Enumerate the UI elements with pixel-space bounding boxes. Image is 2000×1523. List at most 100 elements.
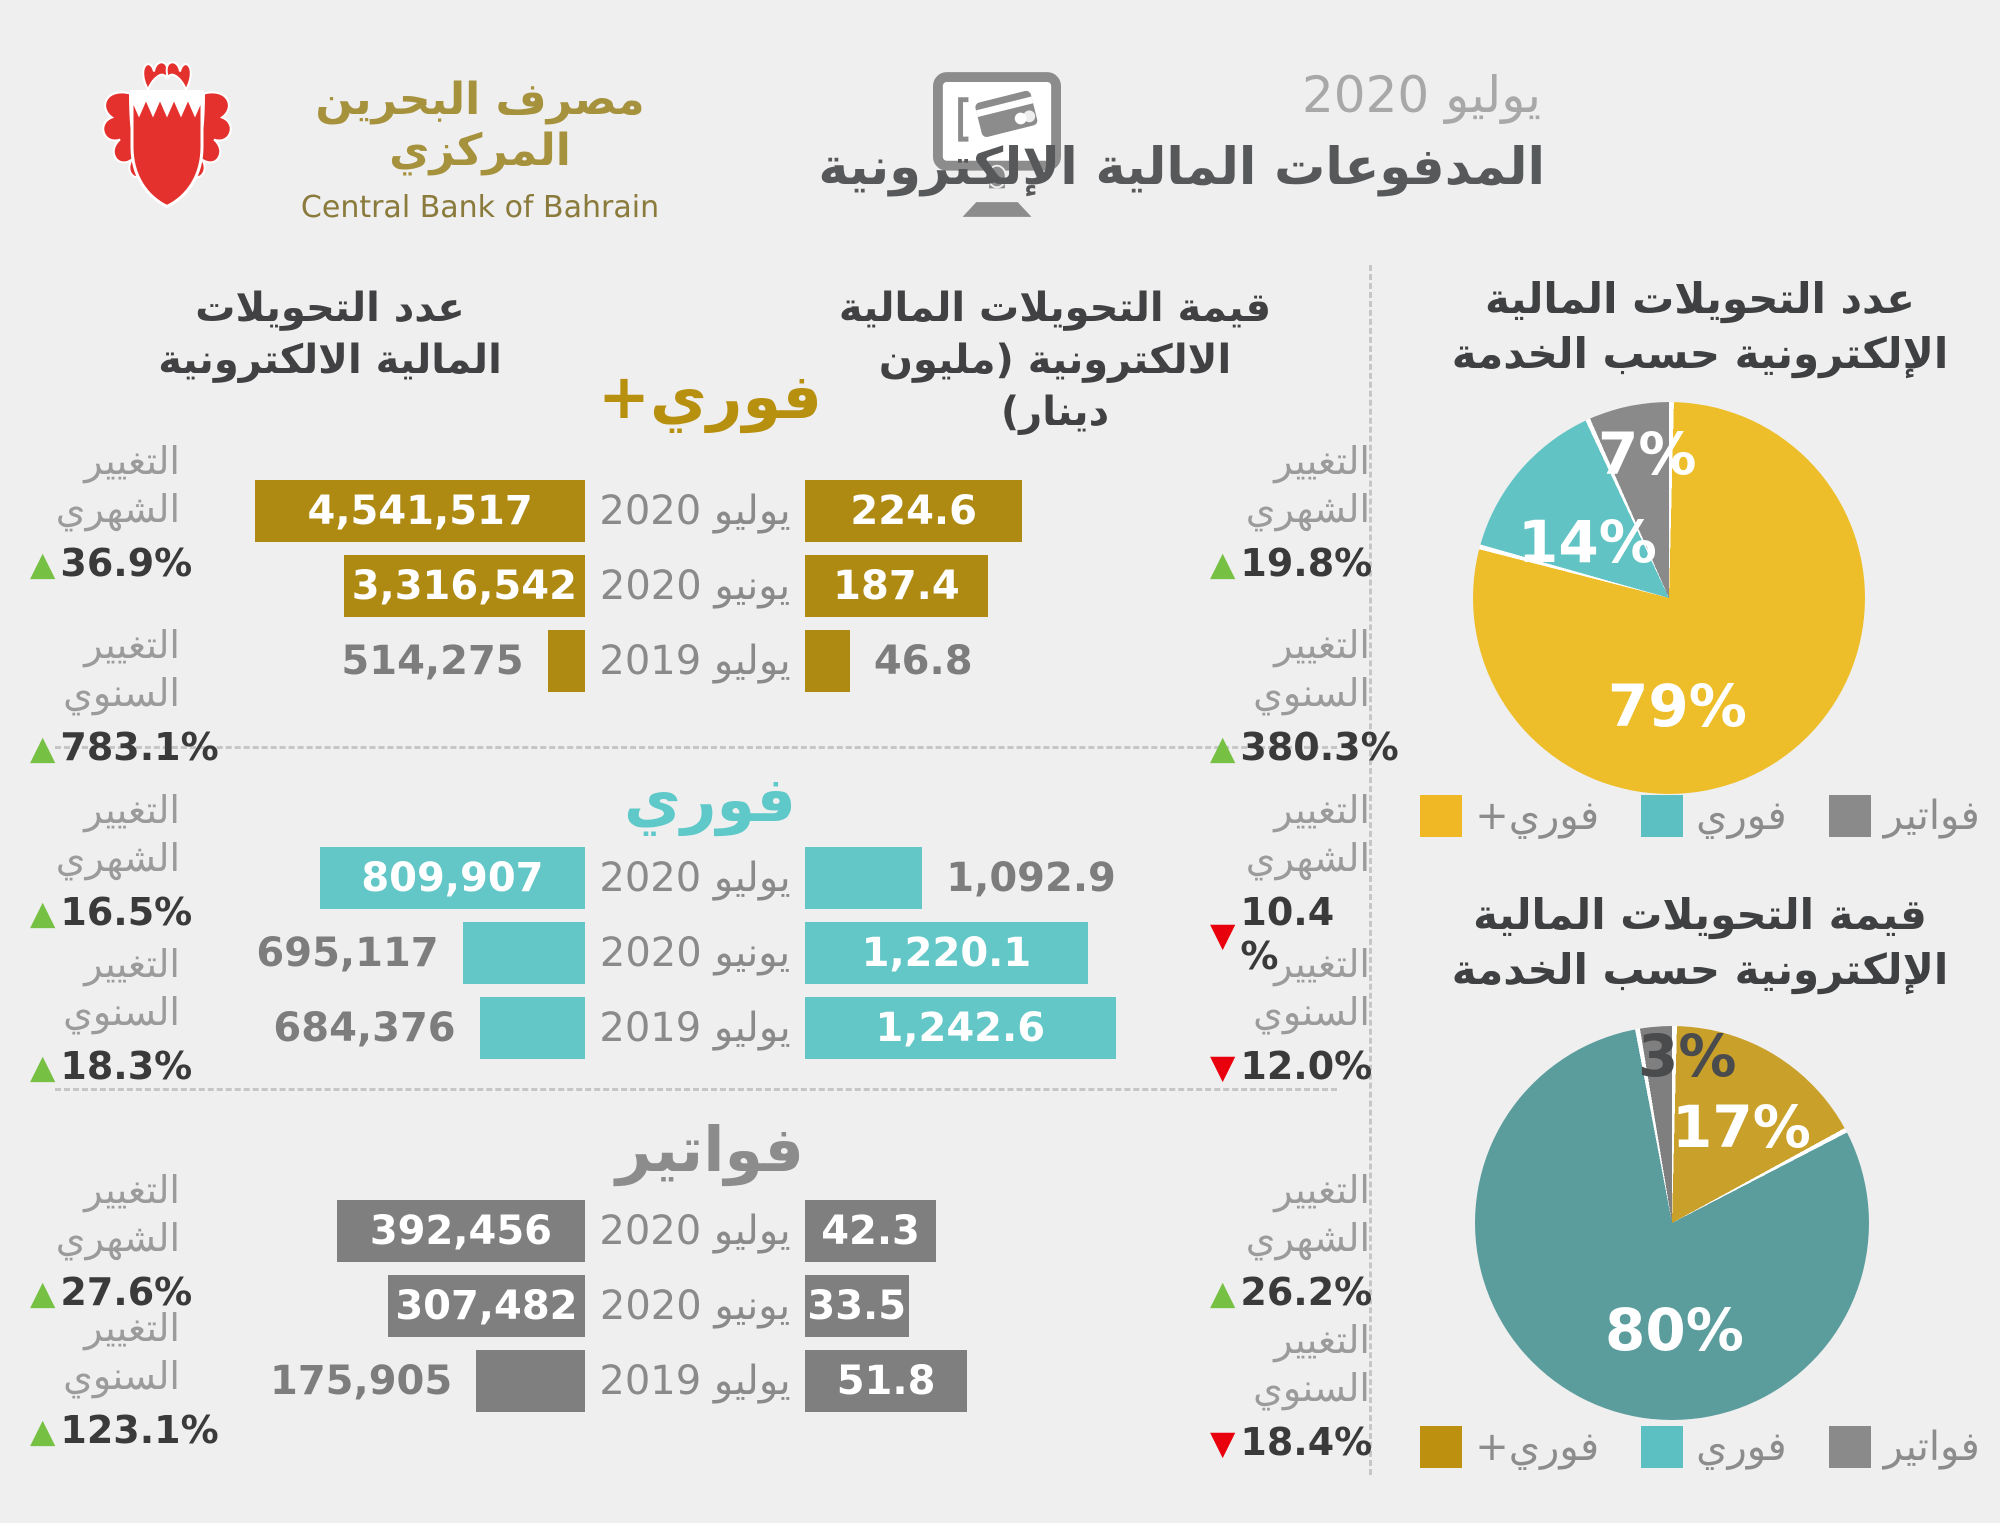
legend-item: فوري+ <box>1420 1424 1599 1470</box>
change-percent: 380.3% <box>1240 725 1399 769</box>
value-bars: 1,092.9 1,092.9 1,220.1 1,220.1 1,242.6 … <box>805 847 1150 1072</box>
legend-label: فوري+ <box>1475 1424 1600 1470</box>
count-changes: التغيير الشهري ▲ 36.9% التغيير السنوي ▲ 78… <box>30 350 219 769</box>
legend-label: فواتير <box>1883 1424 1980 1470</box>
trend-arrow-icon: ▼ <box>1210 1422 1236 1462</box>
trend-arrow-icon: ▲ <box>30 1410 56 1450</box>
trend-arrow-icon: ▲ <box>30 543 56 583</box>
monthly-change: التغيير الشهري ▲ 27.6% <box>30 1167 192 1314</box>
bar-value-label: 1,242.6 <box>875 1005 1046 1051</box>
legend-label: فواتير <box>1883 793 1980 839</box>
month-labels: يوليو 2020 يونيو 2020 يوليو 2019 <box>595 1200 795 1425</box>
legend-swatch <box>1420 1426 1463 1468</box>
change-percent: 16.5% <box>60 890 193 934</box>
trend-arrow-icon: ▲ <box>30 1046 56 1086</box>
change-percent: 36.9% <box>60 541 193 585</box>
change-label: التغيير الشهري <box>55 439 180 531</box>
pie-slice-label: 79% <box>1608 672 1747 740</box>
legend-label: فوري <box>1696 1424 1787 1470</box>
pie-chart-value <box>1475 1026 1869 1420</box>
legend-swatch <box>1828 795 1871 837</box>
count-bars: 392,456 392,456 307,482 307,482 175,905 … <box>245 1200 585 1425</box>
month-label: يوليو 2019 <box>599 638 791 684</box>
section-fawateer: فواتير التغيير الشهري ▲ 27.6% التغيير الس… <box>30 1105 1372 1515</box>
pie-chart-count <box>1473 402 1865 794</box>
value-changes: التغيير الشهري ▲ 26.2% التغيير السنوي ▼ 18… <box>1210 1105 1373 1515</box>
bar-row: 684,376 684,376 <box>245 997 585 1059</box>
bar: 1,092.9 <box>805 847 923 909</box>
pie-value-title: قيمة التحويلات المالية الإلكترونية حسب ا… <box>1451 890 1949 994</box>
count-changes: التغيير الشهري ▲ 27.6% التغيير السنوي ▲ 12… <box>30 1105 219 1515</box>
change-percent: 12.0% <box>1240 1044 1373 1088</box>
monthly-change: التغيير الشهري ▲ 36.9% <box>30 438 192 585</box>
bar: 175,905 <box>476 1350 585 1412</box>
bar-row: 1,220.1 1,220.1 <box>805 922 1150 984</box>
change-percent: 18.4% <box>1240 1420 1373 1464</box>
bar-row: 307,482 307,482 <box>245 1275 585 1337</box>
month-label: يوليو 2020 <box>599 855 791 901</box>
bar-row: 175,905 175,905 <box>245 1350 585 1412</box>
computer-payment-icon <box>933 72 1061 217</box>
legend-swatch <box>1828 1426 1871 1468</box>
section-title: فوري+ <box>598 360 822 433</box>
pie-slice-label: 7% <box>1598 420 1697 488</box>
bar-value-label: 514,275 <box>341 638 524 684</box>
bar-value-label: 187.4 <box>833 563 960 609</box>
pie-slice-label: 3% <box>1638 1022 1737 1090</box>
bar: 684,376 <box>479 997 585 1059</box>
change-percent: 123.1% <box>60 1408 219 1452</box>
month-label: يوليو 2019 <box>599 1358 791 1404</box>
trend-arrow-icon: ▲ <box>30 1272 56 1312</box>
bar-value-label: 684,376 <box>273 1005 456 1051</box>
bar-row: 809,907 809,907 <box>245 847 585 909</box>
bar: 809,907 <box>319 847 585 909</box>
change-percent: 18.3% <box>60 1044 193 1088</box>
legend-item: فوري <box>1641 793 1787 839</box>
bar: 42.3 <box>805 1200 937 1262</box>
monthly-change: التغيير الشهري ▼ 10.4 % <box>1210 787 1370 978</box>
bar: 695,117 <box>462 922 585 984</box>
bar: 1,220.1 <box>805 922 1088 984</box>
value-changes: التغيير الشهري ▲ 19.8% التغيير السنوي ▲ 38… <box>1210 350 1399 769</box>
month-label: يونيو 2020 <box>599 930 791 976</box>
legend-item: فواتير <box>1828 1424 1980 1470</box>
month-label: يوليو 2020 <box>599 1208 791 1254</box>
bar-value-label: 224.6 <box>850 488 977 534</box>
bar-value-label: 392,456 <box>369 1208 552 1254</box>
change-label: التغيير الشهري <box>1245 788 1370 880</box>
value-changes: التغيير الشهري ▼ 10.4 % التغيير السنوي ▼ 1… <box>1210 755 1373 1165</box>
bar-row: 392,456 392,456 <box>245 1200 585 1262</box>
monthly-change: التغيير الشهري ▲ 16.5% <box>30 787 192 934</box>
annual-change: التغيير السنوي ▼ 18.4% <box>1210 1317 1373 1464</box>
change-percent: 27.6% <box>60 1270 193 1314</box>
count-bars: 809,907 809,907 695,117 695,117 684,376 … <box>245 847 585 1072</box>
column-divider <box>1369 265 1372 1475</box>
pie-slice-label: 80% <box>1605 1296 1744 1364</box>
change-percent: 10.4 % <box>1240 890 1335 978</box>
bar-row: 4,541,517 4,541,517 <box>245 480 585 542</box>
section-title: فواتير <box>616 1113 804 1186</box>
pie-slice-label: 17% <box>1672 1093 1811 1161</box>
bar: 307,482 <box>387 1275 585 1337</box>
bar-value-label: 42.3 <box>821 1208 920 1254</box>
bar-row: 42.3 42.3 <box>805 1200 1150 1262</box>
section-fawri-plus: فوري+ التغيير الشهري ▲ 36.9% التغيير السن… <box>30 350 1399 769</box>
count-changes: التغيير الشهري ▲ 16.5% التغيير السنوي ▲ 18… <box>30 755 192 1165</box>
change-label: التغيير السنوي <box>63 623 180 715</box>
pie-slice-label: 14% <box>1518 508 1657 576</box>
bar-value-label: 46.8 <box>873 638 973 684</box>
cbb-arabic-name: مصرف البحرين المركزي <box>315 74 645 176</box>
annual-change: التغيير السنوي ▼ 12.0% <box>1210 941 1373 1088</box>
bar: 51.8 <box>805 1350 968 1412</box>
bar: 1,242.6 <box>805 997 1116 1059</box>
section-divider <box>55 1088 1337 1091</box>
legend-label: فوري <box>1696 793 1787 839</box>
value-bars: 42.3 42.3 33.5 33.5 51.8 51.8 <box>805 1200 1150 1425</box>
legend: فوري+ فوري فواتير <box>1420 793 1980 839</box>
bar-value-label: 695,117 <box>256 930 439 976</box>
trend-arrow-icon: ▲ <box>1210 727 1236 767</box>
change-percent: 26.2% <box>1240 1270 1373 1314</box>
trend-arrow-icon: ▲ <box>30 727 56 767</box>
bar: 187.4 <box>805 555 988 617</box>
